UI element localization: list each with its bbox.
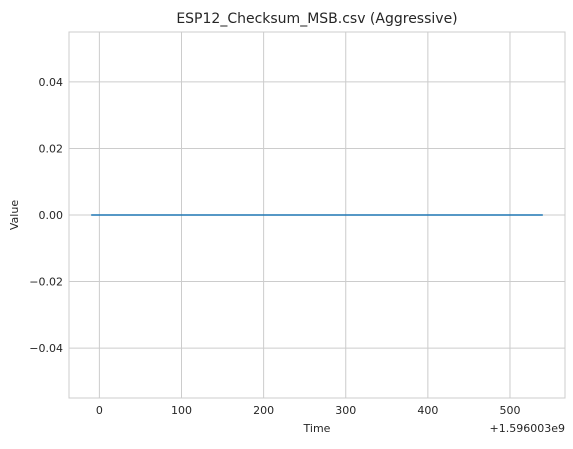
x-tick-label: 100 [171,404,192,417]
x-tick-label: 300 [335,404,356,417]
x-offset-label: +1.596003e9 [490,422,565,435]
plot-frame [68,31,566,399]
y-tick-label: −0.04 [29,342,63,355]
x-tick-label: 0 [96,404,103,417]
y-tick-label: −0.02 [29,276,63,289]
y-tick-label: 0.04 [39,76,64,89]
x-tick-label: 400 [417,404,438,417]
y-tick-label: 0.00 [39,209,64,222]
x-axis-label: Time [303,422,331,435]
y-tick-label: 0.02 [39,142,64,155]
x-tick-label: 500 [499,404,520,417]
tick-label-layer: 0 100 200 300 400 500 −0.04 −0.02 0.00 0.02 0.04 [29,76,520,417]
x-tick-label: 200 [253,404,274,417]
chart-title: ESP12_Checksum_MSB.csv (Aggressive) [176,11,457,27]
y-axis-label: Value [8,200,21,230]
